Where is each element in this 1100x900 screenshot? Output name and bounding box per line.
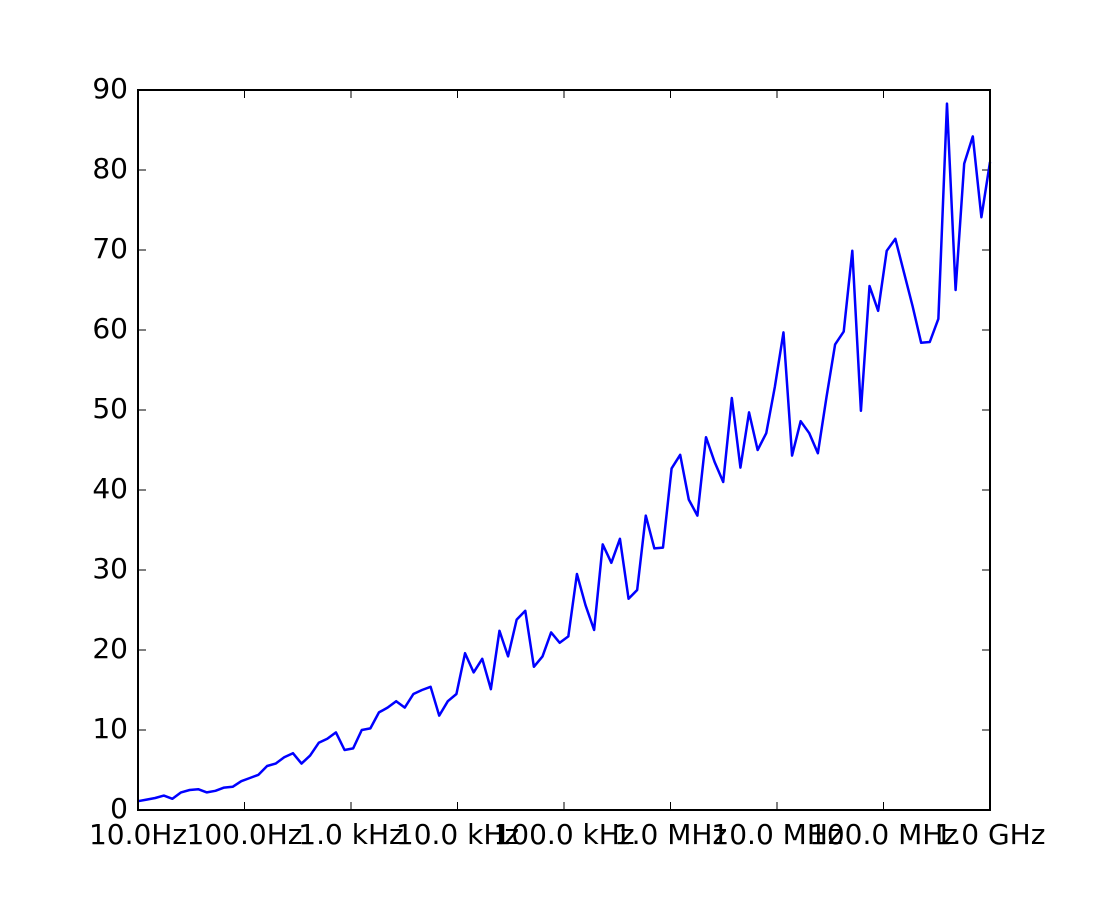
y-tick-label: 10 bbox=[92, 712, 128, 745]
x-tick-label: 10.0 kHz bbox=[396, 818, 519, 851]
y-tick-label: 20 bbox=[92, 632, 128, 665]
y-tick-label: 90 bbox=[92, 72, 128, 105]
x-tick-label: 10.0 MHz bbox=[711, 818, 842, 851]
y-tick-label: 50 bbox=[92, 392, 128, 425]
x-tick-label: 10.0Hz bbox=[89, 818, 187, 851]
y-tick-label: 60 bbox=[92, 312, 128, 345]
x-tick-label: 100.0Hz bbox=[187, 818, 303, 851]
x-tick-label: 100.0 kHz bbox=[493, 818, 634, 851]
plot-frame bbox=[137, 89, 991, 811]
y-tick-label: 40 bbox=[92, 472, 128, 505]
y-tick-label: 0 bbox=[110, 792, 128, 825]
y-tick-label: 70 bbox=[92, 232, 128, 265]
y-tick-label: 80 bbox=[92, 152, 128, 185]
y-tick-label: 30 bbox=[92, 552, 128, 585]
x-tick-label: 1.0 MHz bbox=[614, 818, 727, 851]
x-tick-label: 1.0 kHz bbox=[298, 818, 403, 851]
x-tick-label: 1.0 GHz bbox=[935, 818, 1046, 851]
data-line bbox=[137, 102, 992, 803]
x-tick-label: 100.0 MHz bbox=[809, 818, 958, 851]
